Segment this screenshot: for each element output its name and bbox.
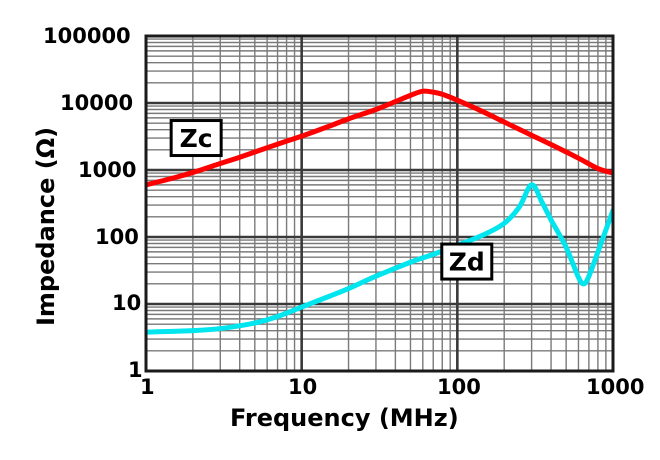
- y-axis-title: Impedance (Ω): [32, 126, 60, 326]
- x-axis-title: Frequency (MHz): [230, 404, 459, 432]
- series-line-zd: [146, 182, 613, 335]
- ytick-100000: 100000: [43, 24, 131, 48]
- zd-annotation: Zd: [440, 242, 494, 281]
- xtick-10: 10: [288, 375, 318, 399]
- series-annotations: Zc Zd: [169, 119, 494, 281]
- ytick-100: 100: [95, 225, 139, 249]
- ytick-1000: 1000: [78, 158, 137, 182]
- xtick-1: 1: [140, 375, 155, 399]
- zc-annotation: Zc: [169, 119, 223, 158]
- zc-label-text: Zc: [180, 124, 213, 153]
- xtick-1000: 1000: [586, 375, 645, 399]
- xtick-100: 100: [437, 375, 481, 399]
- zd-label-text: Zd: [449, 248, 485, 277]
- series-line-zc: [146, 88, 613, 188]
- ytick-10000: 10000: [60, 91, 134, 115]
- ytick-1: 1: [128, 358, 143, 382]
- plot-frame: [144, 34, 615, 373]
- ytick-10: 10: [112, 291, 142, 315]
